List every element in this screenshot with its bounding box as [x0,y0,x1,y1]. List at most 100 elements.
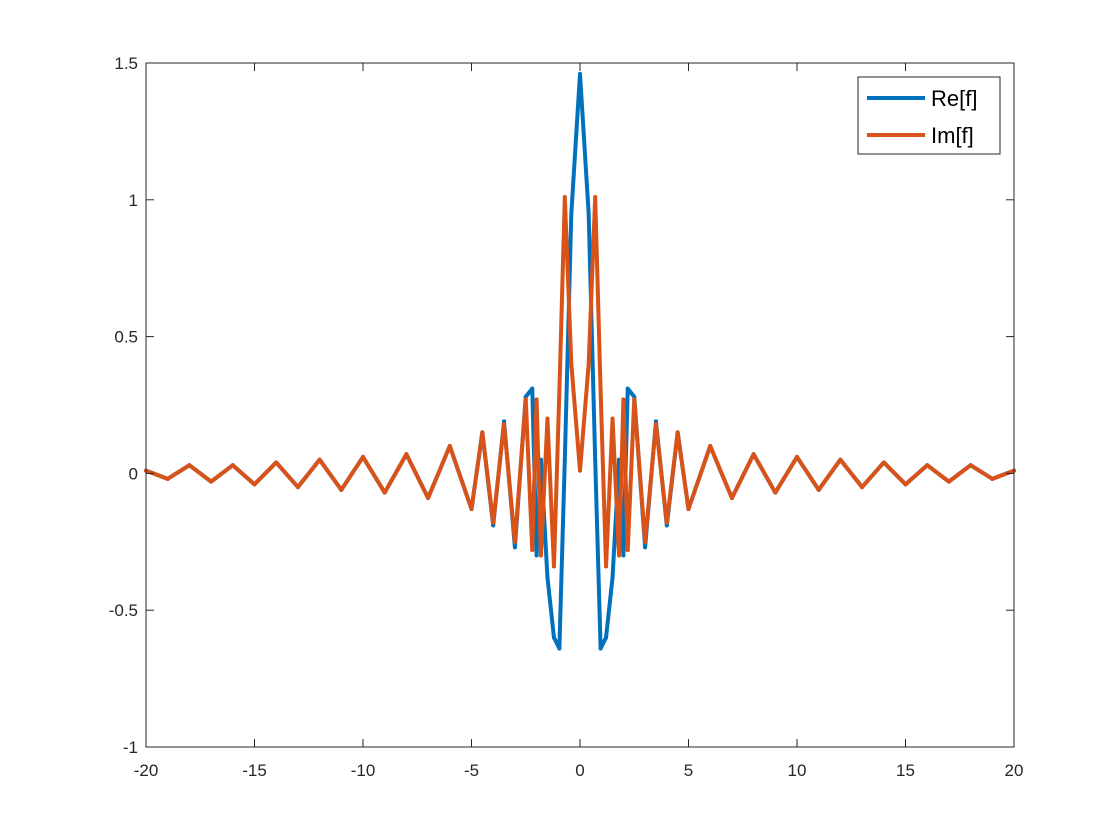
re-data-point [512,545,517,550]
series-layer [144,71,1016,651]
y-tick-label: 0 [129,464,138,483]
im-data-point [209,479,214,484]
im-data-point [643,539,648,544]
x-tick-label: 5 [684,761,693,780]
im-data-point [447,444,452,449]
im-data-point [252,482,257,487]
im-data-point [551,564,556,569]
im-data-point [617,553,622,558]
im-data-point [990,476,995,481]
y-axis-ticks: -1 -0.5 0 0.5 1 1.5 [109,54,1014,757]
plot-area [146,63,1014,747]
x-tick-label: -5 [464,761,479,780]
im-data-point [578,468,582,473]
re-data-point [625,386,630,391]
x-tick-label: -15 [242,761,267,780]
im-data-point [593,195,598,200]
im-data-point [569,361,574,366]
y-tick-label: 1.5 [114,54,138,73]
im-data-point [230,463,235,468]
im-data-point [773,490,778,495]
x-tick-label: -20 [134,761,159,780]
im-data-point [404,452,409,457]
im-data-point [491,520,496,525]
im-data-point [903,482,908,487]
legend-label-re: Re[f] [931,86,977,111]
im-data-point [860,485,865,490]
im-data-point [625,548,630,553]
im-data-point [545,416,550,421]
re-data-point [578,71,582,76]
im-data-point [557,389,562,394]
legend-box [857,76,1001,155]
im-data-point [187,463,192,468]
y-tick-label: 0.5 [114,328,138,347]
re-data-point [621,553,626,558]
im-data-point [604,564,609,569]
im-data-point [562,195,567,200]
im-data-point [751,452,756,457]
im-data-point [621,397,626,402]
re-data-point [545,575,550,580]
im-data-point [881,460,886,465]
im-data-point [925,463,930,468]
im-data-point [165,476,170,481]
im-data-point [632,397,637,402]
im-data-point [523,397,528,402]
x-tick-label: 10 [788,761,807,780]
re-data-point [534,553,539,558]
re-data-point [551,635,556,640]
im-data-point [968,463,973,468]
im-data-point [708,444,713,449]
legend: Re[f] Im[f] [857,76,1001,155]
im-data-point [538,553,543,558]
im-data-point [382,490,387,495]
im-data-point [480,430,485,435]
im-data-point [317,457,322,462]
x-axis-ticks: -20 -15 -10 -5 0 5 10 15 20 [134,63,1024,780]
x-tick-label: 15 [896,761,915,780]
re-data-point [604,635,609,640]
re-data-point [610,575,615,580]
im-data-point [295,485,300,490]
im-data-point [610,416,615,421]
re-data-point [632,394,637,399]
re-data-point [598,646,603,651]
im-data-point [586,361,591,366]
y-tick-label: -1 [123,738,138,757]
im-data-point [795,454,799,459]
im-data-point [512,539,517,544]
im-data-point [816,487,821,492]
y-tick-label: 1 [129,191,138,210]
im-data-point [675,430,680,435]
im-data-point [838,457,843,462]
re-data-point [562,457,567,462]
re-data-point [523,394,528,399]
x-tick-label: 0 [575,761,584,780]
x-tick-label: 20 [1005,761,1024,780]
im-data-point [469,506,474,511]
im-data-point [274,460,279,465]
im-data-point [339,487,344,492]
y-tick-label: -0.5 [109,601,138,620]
re-data-point [586,211,591,216]
im-data-point [361,454,365,459]
im-data-point [426,496,431,501]
im-data-point [653,422,658,427]
im-data-point [534,397,539,402]
im-data-point [598,389,603,394]
im-data-point [686,506,691,511]
re-data-point [557,646,562,651]
im-data-point [946,479,951,484]
im-data-point [502,422,507,427]
re-data-point [569,211,574,216]
re-data-point [643,545,648,550]
im-data-point [530,548,535,553]
re-data-point [530,386,535,391]
re-data-point [593,457,598,462]
x-tick-label: -10 [351,761,376,780]
im-data-point [664,520,669,525]
legend-label-im: Im[f] [931,123,974,148]
